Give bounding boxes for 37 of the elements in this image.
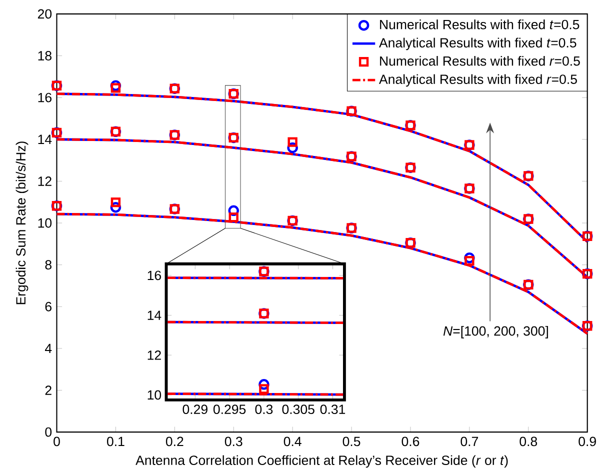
x-axis-title: Antenna Correlation Coefficient at Relay’s Receiver Side (r or t) <box>136 455 508 468</box>
y-tick-label: 10 <box>148 390 162 400</box>
y-tick-label: 12 <box>148 350 161 360</box>
y-tick-label: 16 <box>148 270 161 280</box>
legend-label: Numerical Results with fixed r=0.5 <box>380 56 580 66</box>
x-tick-label: 0.2 <box>166 436 184 446</box>
y-tick-label: 0 <box>45 427 52 437</box>
x-tick-label: 0.305 <box>282 404 314 414</box>
x-tick-label: 0.4 <box>284 436 302 446</box>
y-tick-label: 10 <box>38 218 52 228</box>
x-tick-label: 0.3 <box>255 404 273 414</box>
y-tick-label: 20 <box>38 9 52 19</box>
x-tick-label: 0.9 <box>578 436 596 446</box>
x-tick-label: 0.6 <box>402 436 420 446</box>
y-tick-label: 12 <box>38 176 52 186</box>
x-tick-label: 0.3 <box>224 436 242 446</box>
x-tick-label: 0.29 <box>182 404 208 414</box>
y-tick-label: 16 <box>38 92 52 102</box>
legend-label: Numerical Results with fixed t=0.5 <box>380 20 580 30</box>
legend-label: Analytical Results with fixed t=0.5 <box>379 38 576 50</box>
y-tick-label: 6 <box>45 302 52 312</box>
y-tick-label: 8 <box>45 260 52 270</box>
x-tick-label: 0.5 <box>342 436 360 446</box>
x-tick-label: 0.8 <box>520 436 538 446</box>
y-tick-label: 18 <box>38 51 52 61</box>
y-tick-label: 14 <box>38 134 52 144</box>
x-tick-label: 0.31 <box>320 404 346 414</box>
annotation: N=[100, 200, 300] <box>443 326 548 338</box>
y-axis-title: Ergodic Sum Rate (bit/s/Hz) <box>16 142 28 304</box>
x-tick-label: 0.1 <box>107 436 124 446</box>
y-tick-label: 2 <box>45 386 52 395</box>
y-tick-label: 14 <box>148 310 162 320</box>
x-tick-label: 0 <box>54 436 60 446</box>
y-tick-label: 4 <box>44 344 52 354</box>
legend-label: Analytical Results with fixed r=0.5 <box>379 74 577 87</box>
x-tick-label: 0.295 <box>213 404 246 414</box>
x-tick-label: 0.7 <box>460 436 478 446</box>
